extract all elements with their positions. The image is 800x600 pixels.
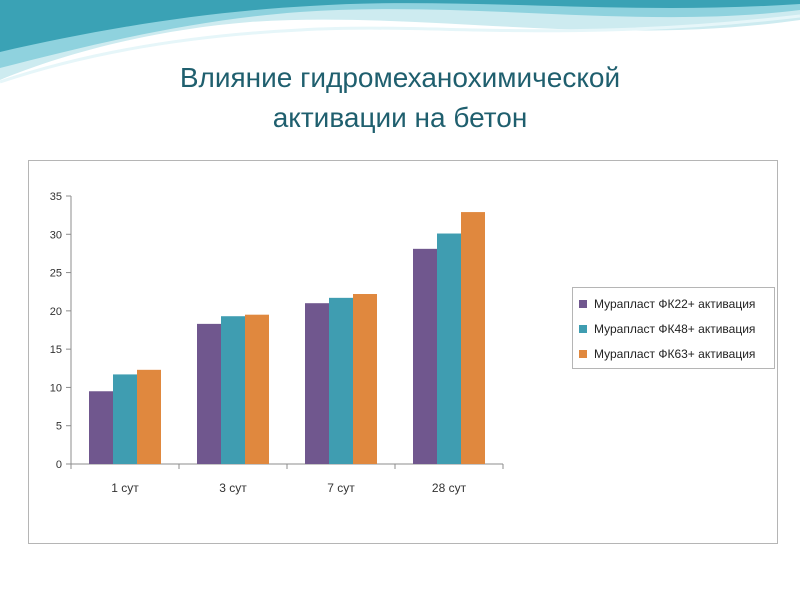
y-tick-label: 35 (50, 191, 62, 203)
legend-swatch-fk48 (579, 324, 587, 333)
slide-title-line-2: активации на бетон (272, 102, 528, 133)
x-tick-label: 7 сут (327, 481, 355, 495)
y-tick-label: 10 (50, 382, 62, 394)
legend-item-fk63: Мурапласт ФК63+ активация (579, 341, 774, 366)
bar-2-4 (437, 233, 461, 464)
bar-3-1 (137, 369, 161, 464)
bar-2-3 (329, 297, 353, 464)
y-tick-label: 25 (50, 268, 62, 280)
y-tick-label: 20 (50, 306, 62, 318)
y-tick-label: 5 (56, 421, 62, 433)
bar-2-2 (221, 316, 245, 464)
slide-title: Влияние гидромеханохимической активации … (0, 58, 800, 138)
x-tick-label: 3 сут (219, 481, 247, 495)
legend-swatch-fk22 (579, 299, 587, 308)
bar-3-3 (353, 294, 377, 464)
bar-chart: 0 5 10 15 20 25 30 35 1 сут 3 сут 7 сут 28 сут (50, 191, 504, 495)
bar-2-1 (113, 374, 137, 464)
chart-legend: Мурапласт ФК22+ активация Мурапласт ФК48… (572, 287, 775, 369)
bar-1-2 (197, 323, 221, 464)
slide-title-line-1: Влияние гидромеханохимической (179, 62, 621, 93)
bar-1-3 (305, 303, 329, 464)
header-wave-decoration (0, 0, 800, 84)
legend-item-fk48: Мурапласт ФК48+ активация (579, 316, 774, 341)
legend-label-fk63: Мурапласт ФК63+ активация (594, 346, 756, 361)
x-tick-label: 28 сут (432, 481, 467, 495)
x-tick-label: 1 сут (111, 481, 139, 495)
legend-label-fk48: Мурапласт ФК48+ активация (594, 321, 756, 336)
legend-label-fk22: Мурапласт ФК22+ активация (594, 296, 756, 311)
bar-3-4 (461, 212, 485, 464)
bar-1-1 (89, 391, 113, 464)
bar-1-4 (413, 248, 437, 464)
y-tick-label: 0 (56, 459, 62, 471)
legend-swatch-fk63 (579, 349, 587, 358)
bar-3-2 (245, 314, 269, 464)
y-tick-label: 30 (50, 229, 62, 241)
y-tick-label: 15 (50, 344, 62, 356)
legend-item-fk22: Мурапласт ФК22+ активация (579, 291, 774, 316)
